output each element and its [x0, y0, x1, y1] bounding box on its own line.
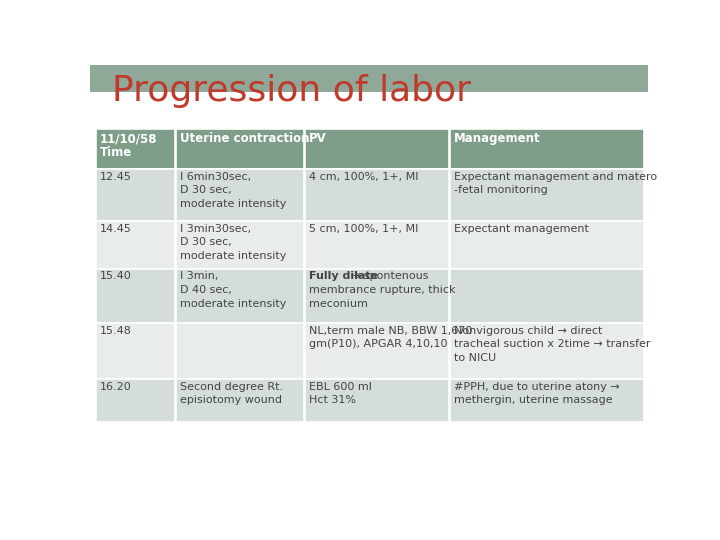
Text: NL,term male NB, BBW 1,670: NL,term male NB, BBW 1,670 [309, 326, 472, 335]
Text: D 40 sec,: D 40 sec, [181, 285, 233, 295]
Text: moderate intensity: moderate intensity [181, 251, 287, 261]
Text: Progression of labor: Progression of labor [112, 75, 472, 109]
FancyBboxPatch shape [450, 322, 644, 379]
Text: #PPH, due to uterine atony →: #PPH, due to uterine atony → [454, 382, 620, 392]
Text: 12.45: 12.45 [99, 172, 131, 181]
Text: PV: PV [309, 132, 326, 145]
FancyBboxPatch shape [450, 168, 644, 221]
FancyBboxPatch shape [96, 168, 176, 221]
FancyBboxPatch shape [450, 221, 644, 268]
Text: Expectant management and matero: Expectant management and matero [454, 172, 657, 181]
FancyBboxPatch shape [96, 322, 176, 379]
Text: 4 cm, 100%, 1+, MI: 4 cm, 100%, 1+, MI [309, 172, 418, 181]
FancyBboxPatch shape [305, 221, 449, 268]
Text: 15.40: 15.40 [99, 272, 131, 281]
Text: EBL 600 ml: EBL 600 ml [309, 382, 372, 392]
Text: 16.20: 16.20 [99, 382, 131, 392]
Text: episiotomy wound: episiotomy wound [181, 395, 282, 406]
Text: Second degree Rt.: Second degree Rt. [181, 382, 284, 392]
Text: Nonvigorous child → direct: Nonvigorous child → direct [454, 326, 602, 335]
FancyBboxPatch shape [176, 268, 304, 322]
Text: to NICU: to NICU [454, 353, 496, 363]
Text: Fully dilate: Fully dilate [309, 272, 382, 281]
FancyBboxPatch shape [305, 322, 449, 379]
Text: meconium: meconium [309, 299, 368, 309]
Text: Time: Time [99, 146, 132, 159]
Text: moderate intensity: moderate intensity [181, 299, 287, 309]
FancyBboxPatch shape [305, 168, 449, 221]
Text: Uterine contraction: Uterine contraction [181, 132, 310, 145]
FancyBboxPatch shape [450, 268, 644, 322]
Text: I 6min30sec,: I 6min30sec, [181, 172, 251, 181]
FancyBboxPatch shape [176, 129, 304, 168]
Text: 15.48: 15.48 [99, 326, 131, 335]
Text: membrance rupture, thick: membrance rupture, thick [309, 285, 455, 295]
Text: I 3min,: I 3min, [181, 272, 219, 281]
Text: 11/10/58: 11/10/58 [99, 132, 157, 145]
Text: D 30 sec,: D 30 sec, [181, 185, 232, 195]
FancyBboxPatch shape [176, 379, 304, 422]
Text: D 30 sec,: D 30 sec, [181, 238, 232, 247]
Text: moderate intensity: moderate intensity [181, 199, 287, 209]
FancyBboxPatch shape [176, 322, 304, 379]
FancyBboxPatch shape [176, 221, 304, 268]
FancyBboxPatch shape [450, 379, 644, 422]
FancyBboxPatch shape [176, 168, 304, 221]
FancyBboxPatch shape [305, 129, 449, 168]
FancyBboxPatch shape [90, 65, 648, 92]
Text: gm(P10), APGAR 4,10,10: gm(P10), APGAR 4,10,10 [309, 339, 447, 349]
FancyBboxPatch shape [305, 379, 449, 422]
Text: methergin, uterine massage: methergin, uterine massage [454, 395, 613, 406]
Text: 14.45: 14.45 [99, 224, 131, 234]
Text: -fetal monitoring: -fetal monitoring [454, 185, 548, 195]
Text: I 3min30sec,: I 3min30sec, [181, 224, 251, 234]
FancyBboxPatch shape [96, 129, 176, 168]
Text: 5 cm, 100%, 1+, MI: 5 cm, 100%, 1+, MI [309, 224, 418, 234]
Text: tracheal suction x 2time → transfer: tracheal suction x 2time → transfer [454, 339, 650, 349]
FancyBboxPatch shape [96, 379, 176, 422]
Text: Hct 31%: Hct 31% [309, 395, 356, 406]
FancyBboxPatch shape [305, 268, 449, 322]
Text: Expectant management: Expectant management [454, 224, 589, 234]
Text: Management: Management [454, 132, 541, 145]
FancyBboxPatch shape [96, 221, 176, 268]
FancyBboxPatch shape [450, 129, 644, 168]
FancyBboxPatch shape [96, 268, 176, 322]
Text: → spontenous: → spontenous [351, 272, 428, 281]
